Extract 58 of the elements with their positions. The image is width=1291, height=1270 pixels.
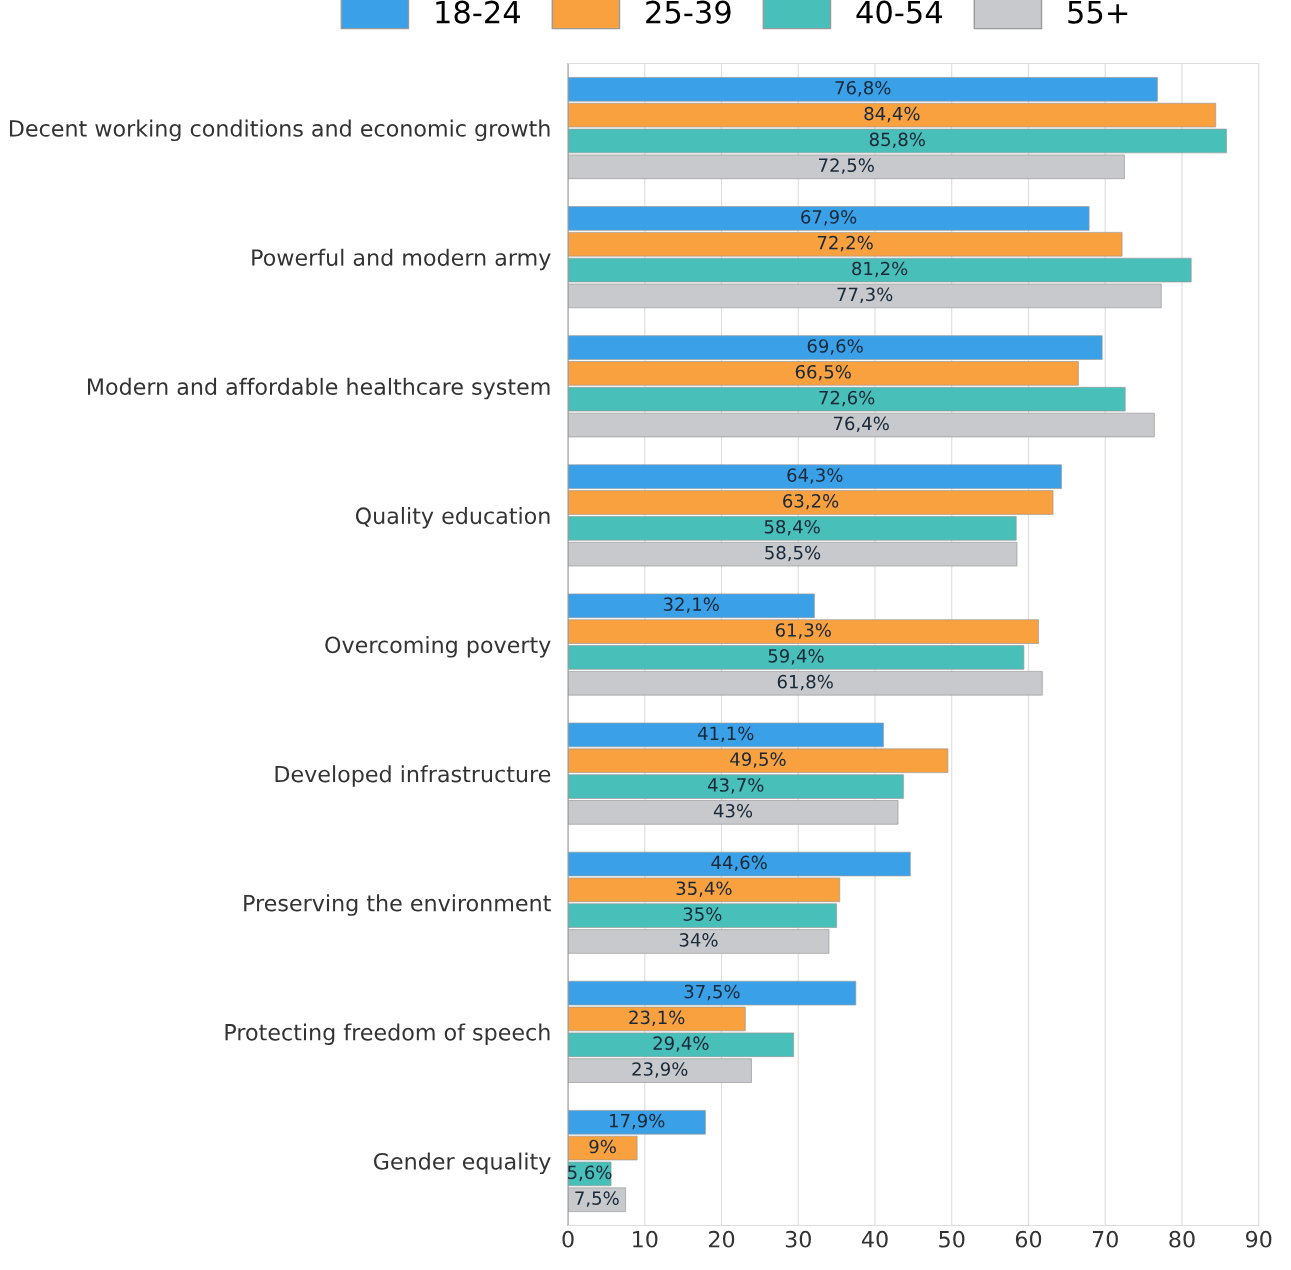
- data-label: 17,9%: [610, 1113, 665, 1130]
- y-tick-label: Developed infrastructure: [275, 765, 551, 787]
- data-label: 72,2%: [817, 235, 873, 252]
- data-label: 67,9%: [801, 210, 857, 226]
- data-label: 85,8%: [869, 132, 925, 149]
- data-label: 63,2%: [783, 494, 839, 510]
- legend-label: 40-54: [856, 0, 943, 24]
- data-label: 84,4%: [864, 106, 920, 123]
- legend-label: 25-39: [646, 0, 731, 24]
- y-tick-label: Powerful and modern army: [252, 248, 551, 271]
- x-tick-label: 70: [1092, 1230, 1118, 1248]
- data-label: 43,7%: [707, 778, 764, 794]
- x-tick-label: 40: [861, 1230, 888, 1248]
- y-tick-label: Gender equality: [373, 1152, 551, 1175]
- x-tick-label: 50: [939, 1230, 965, 1248]
- data-label: 59,4%: [768, 649, 824, 665]
- data-label: 35%: [683, 907, 722, 921]
- data-label: 23,1%: [629, 1010, 685, 1027]
- data-label: 43%: [713, 803, 753, 818]
- data-label: 76,8%: [835, 80, 891, 97]
- x-tick-label: 0: [562, 1230, 574, 1248]
- data-label: 69,6%: [807, 339, 863, 355]
- y-tick-label: Modern and affordable healthcare system: [88, 377, 550, 400]
- data-label: 81,2%: [852, 261, 908, 278]
- data-label: 29,4%: [653, 1036, 709, 1052]
- data-label: 72,6%: [819, 390, 875, 407]
- data-label: 49,5%: [730, 752, 786, 768]
- x-tick-label: 90: [1245, 1230, 1272, 1248]
- data-label: 41,1%: [697, 726, 754, 742]
- x-tick-label: 20: [709, 1230, 735, 1248]
- y-tick-label: Overcoming poverty: [325, 636, 551, 658]
- legend-label: 18-24: [436, 0, 521, 24]
- y-tick-label: Quality education: [355, 506, 550, 529]
- data-label: 44,6%: [711, 855, 767, 872]
- data-label: 61,3%: [775, 623, 831, 639]
- x-tick-label: 30: [785, 1230, 811, 1248]
- data-label: 32,1%: [663, 597, 719, 613]
- data-label: 58,5%: [765, 545, 821, 562]
- x-tick-label: 60: [1015, 1230, 1042, 1248]
- data-label: 35,4%: [676, 881, 732, 897]
- y-tick-label: Protecting freedom of speech: [225, 1023, 550, 1045]
- x-tick-label: 80: [1169, 1230, 1195, 1248]
- y-tick-label: Preserving the environment: [244, 894, 551, 916]
- y-tick-label: Decent working conditions and economic growth: [9, 119, 550, 142]
- data-label: 23,9%: [632, 1062, 688, 1078]
- data-label: 58,4%: [764, 519, 820, 536]
- legend-label: 55+: [1068, 1, 1128, 24]
- data-label: 34%: [679, 933, 718, 947]
- data-label: 72,5%: [819, 158, 874, 174]
- data-label: 37,5%: [684, 984, 740, 1001]
- data-label: 77,3%: [837, 287, 893, 303]
- data-label: 66,5%: [795, 364, 851, 381]
- x-tick-label: 10: [633, 1230, 658, 1248]
- data-label: 7,5%: [575, 1191, 619, 1207]
- data-label: 64,3%: [787, 468, 843, 484]
- data-label: 61,8%: [777, 674, 833, 691]
- data-label: 9%: [589, 1139, 616, 1154]
- data-label: 76,4%: [834, 416, 889, 433]
